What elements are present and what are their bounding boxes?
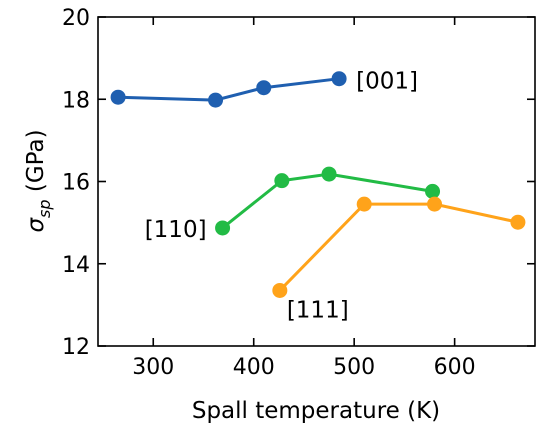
x-tick-label-0: 300 <box>132 355 174 380</box>
data-point-0-3 <box>331 71 347 87</box>
y-tick-label-0: 12 <box>62 335 90 360</box>
y-tick-label-1: 14 <box>62 253 90 278</box>
series-line-2 <box>278 202 519 292</box>
data-point-1-0 <box>215 220 231 236</box>
series-label-0: [001] <box>356 69 418 95</box>
series-2: [111] <box>272 196 526 323</box>
series-layer: [001] [110] [111] <box>110 69 526 323</box>
data-point-2-3 <box>510 214 526 230</box>
x-tick-label-1: 400 <box>233 355 275 380</box>
data-point-2-2 <box>427 196 443 212</box>
x-tick-label-2: 500 <box>333 355 375 380</box>
series-1: [110] <box>145 166 441 243</box>
y-tick-label-2: 16 <box>62 171 90 196</box>
y-axis-label: σsp (GPa) <box>23 129 54 232</box>
series-label-1: [110] <box>145 217 207 243</box>
data-point-1-1 <box>274 173 290 189</box>
data-point-1-2 <box>321 166 337 182</box>
data-point-0-0 <box>110 89 126 105</box>
y-axis-subscript: sp <box>35 199 54 218</box>
y-axis-spacer <box>23 192 49 199</box>
series-0: [001] <box>110 69 418 108</box>
data-point-2-0 <box>272 282 288 298</box>
y-tick-label-3: 18 <box>62 88 90 113</box>
data-point-0-1 <box>208 92 224 108</box>
data-point-1-3 <box>425 183 441 199</box>
axis-ticks: 300 400 500 600 12 14 16 18 20 <box>62 6 535 380</box>
x-tick-label-3: 600 <box>434 355 476 380</box>
data-point-0-2 <box>256 80 272 96</box>
y-axis-symbol: σ <box>23 217 49 233</box>
y-tick-label-4: 20 <box>62 6 90 31</box>
y-axis-unit: (GPa) <box>23 129 49 192</box>
data-point-2-1 <box>356 196 372 212</box>
series-label-2: [111] <box>287 297 349 323</box>
series-line-0 <box>118 77 340 102</box>
x-axis-label: Spall temperature (K) <box>192 398 440 424</box>
series-line-1 <box>221 172 433 230</box>
